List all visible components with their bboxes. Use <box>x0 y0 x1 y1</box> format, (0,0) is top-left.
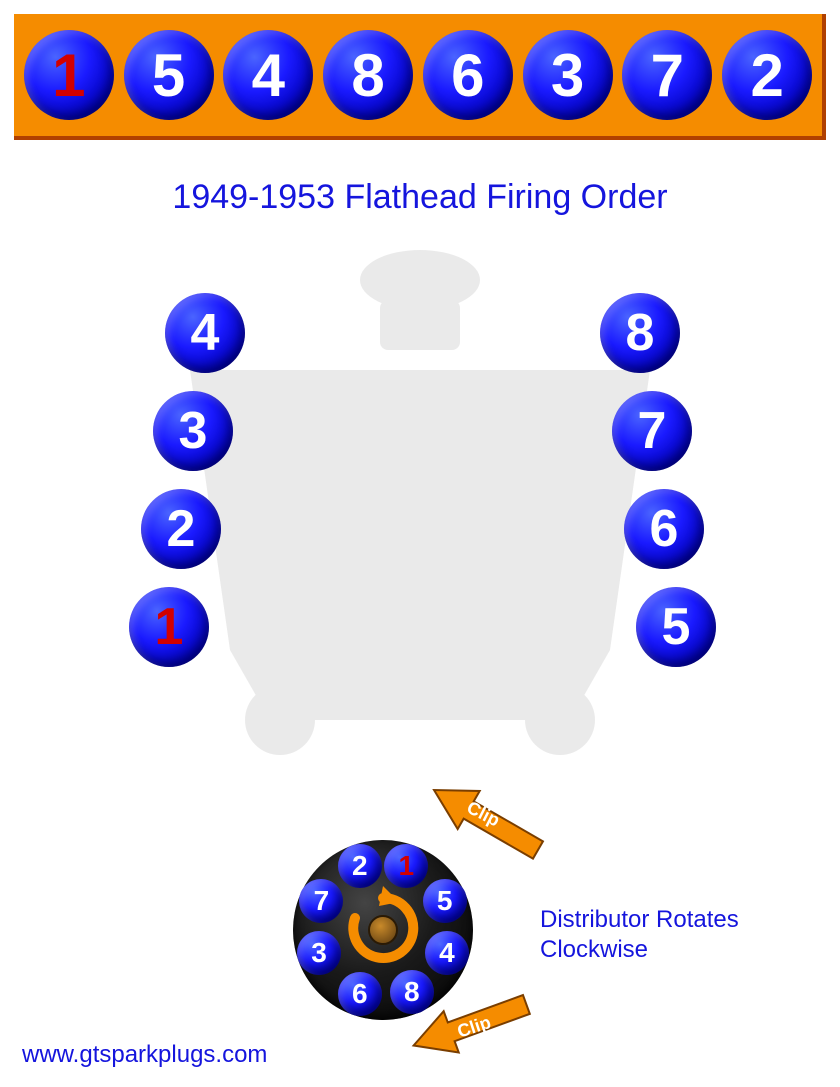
firing-slot-4: 8 <box>323 30 413 120</box>
cyl-num: 8 <box>626 303 655 363</box>
firing-num: 5 <box>152 41 185 110</box>
firing-num: 7 <box>651 41 684 110</box>
rotation-label-line2: Clockwise <box>540 935 739 965</box>
firing-slot-7: 7 <box>622 30 712 120</box>
cylinder-3: 3 <box>153 391 233 471</box>
cyl-num: 6 <box>650 499 679 559</box>
firing-order-bar: 1 5 4 8 6 3 7 2 <box>14 14 826 140</box>
cylinder-8: 8 <box>600 293 680 373</box>
cyl-num: 4 <box>191 303 220 363</box>
firing-slot-8: 2 <box>722 30 812 120</box>
source-url: www.gtsparkplugs.com <box>22 1041 267 1069</box>
firing-slot-3: 4 <box>223 30 313 120</box>
firing-slot-6: 3 <box>523 30 613 120</box>
rotation-label: Distributor Rotates Clockwise <box>540 905 739 965</box>
cylinder-1: 1 <box>129 587 209 667</box>
firing-num: 3 <box>551 41 584 110</box>
firing-slot-2: 5 <box>124 30 214 120</box>
firing-num: 4 <box>252 41 285 110</box>
distributor-terminal-num: 3 <box>311 937 327 969</box>
cylinder-2: 2 <box>141 489 221 569</box>
distributor-terminal: 4 <box>425 931 469 975</box>
firing-num: 8 <box>351 41 384 110</box>
cyl-num: 3 <box>179 401 208 461</box>
cyl-num: 2 <box>167 499 196 559</box>
firing-slot-1: 1 <box>24 30 114 120</box>
firing-num: 6 <box>451 41 484 110</box>
distributor-terminal-num: 6 <box>352 978 368 1010</box>
cylinder-7: 7 <box>612 391 692 471</box>
cylinder-6: 6 <box>624 489 704 569</box>
rotation-label-line1: Distributor Rotates <box>540 905 739 935</box>
right-cylinder-bank: 8 7 6 5 <box>600 293 680 667</box>
cyl-num: 1 <box>155 597 184 657</box>
diagram-title: 1949-1953 Flathead Firing Order <box>0 178 840 217</box>
cyl-num: 7 <box>638 401 667 461</box>
rotation-arrow-icon <box>335 880 431 976</box>
distributor-terminal-num: 7 <box>314 885 330 917</box>
left-cylinder-bank: 4 3 2 1 <box>165 293 245 667</box>
distributor-terminal-num: 1 <box>398 850 414 882</box>
distributor-terminal-num: 4 <box>439 937 455 969</box>
firing-num: 2 <box>750 41 783 110</box>
cylinder-5: 5 <box>636 587 716 667</box>
cylinder-4: 4 <box>165 293 245 373</box>
firing-num: 1 <box>52 41 85 110</box>
cyl-num: 5 <box>662 597 691 657</box>
distributor-terminal: 6 <box>338 972 382 1016</box>
firing-slot-5: 6 <box>423 30 513 120</box>
distributor-terminal-num: 5 <box>437 885 453 917</box>
distributor-terminal-num: 2 <box>352 850 368 882</box>
